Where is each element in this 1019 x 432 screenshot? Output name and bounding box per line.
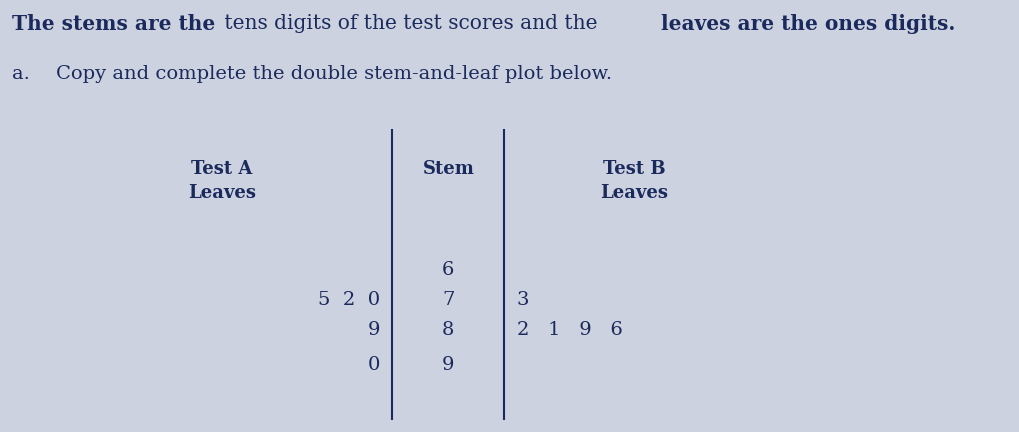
- Text: 9: 9: [368, 321, 380, 339]
- Text: 3: 3: [517, 291, 529, 309]
- Text: Test B: Test B: [603, 160, 665, 178]
- Text: 6: 6: [442, 261, 454, 279]
- Text: tens digits of the test scores and the: tens digits of the test scores and the: [218, 14, 603, 33]
- Text: a.: a.: [12, 65, 31, 83]
- Text: 5  2  0: 5 2 0: [318, 291, 380, 309]
- Text: Leaves: Leaves: [187, 184, 256, 202]
- Text: leaves are the ones digits.: leaves are the ones digits.: [660, 14, 955, 34]
- Text: The stems are the: The stems are the: [12, 14, 215, 34]
- Text: 2   1   9   6: 2 1 9 6: [517, 321, 623, 339]
- Text: Copy and complete the double stem-and-leaf plot below.: Copy and complete the double stem-and-le…: [56, 65, 612, 83]
- Text: Leaves: Leaves: [600, 184, 668, 202]
- Text: Stem: Stem: [423, 160, 474, 178]
- Text: Test A: Test A: [191, 160, 253, 178]
- Text: 0: 0: [368, 356, 380, 374]
- Text: 8: 8: [442, 321, 454, 339]
- Text: 7: 7: [442, 291, 454, 309]
- Text: 9: 9: [442, 356, 454, 374]
